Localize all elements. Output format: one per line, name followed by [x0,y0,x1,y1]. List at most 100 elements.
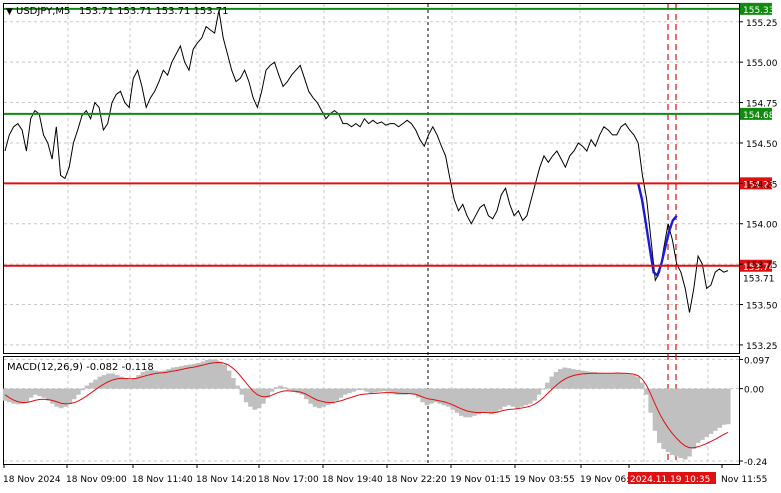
histogram-bar [562,367,568,389]
histogram-bar [32,388,38,395]
histogram-bar [489,388,494,415]
histogram-bar [605,373,611,389]
histogram-bar [136,375,141,389]
price-tick-label: 154.75 [746,100,778,110]
histogram-bar [540,388,546,390]
histogram-bar [601,372,606,389]
time-cursor-label: 2024.11.19 10:35 [630,475,710,485]
histogram-bar [243,388,249,403]
histogram-bar [183,365,189,389]
last-price-label: 153.71 [743,275,775,285]
price-tick-label: 153.25 [746,342,778,352]
histogram-bar [471,388,477,416]
histogram-bar [37,388,42,397]
time-tick-label: 18 Nov 2024 [3,475,61,485]
histogram-bar [347,388,352,394]
histogram-bar [80,388,86,391]
histogram-bar [700,388,705,440]
histogram-bar [50,388,55,404]
histogram-bar [321,388,327,407]
histogram-bar [450,388,456,410]
histogram-bar [127,379,133,389]
time-tick-label: 18 Nov 17:00 [258,475,319,485]
histogram-bar [325,388,331,406]
histogram-bar [407,388,413,395]
histogram-bar [527,388,533,404]
histogram-bar [712,388,718,431]
histogram-bar [394,388,400,395]
histogram-bar [639,382,645,389]
histogram-bar [618,372,623,389]
level-tag-label: 155.33 [743,6,775,16]
histogram-bar [11,388,17,404]
histogram-bar [140,372,146,389]
histogram-bar [656,388,662,443]
macd-axis: 0.097 0.00 -0.24 [739,356,770,468]
histogram-bar [372,388,378,393]
histogram-bar [519,388,524,407]
histogram-bar [97,376,103,389]
histogram-bar [454,388,460,413]
price-tick-label: 153.50 [746,302,778,312]
level-tag-bg [740,2,772,15]
histogram-bar [166,369,172,389]
histogram-bar [278,385,283,389]
histogram-bar [209,359,215,389]
histogram-bar [110,373,116,389]
macd-histogram [2,359,731,460]
histogram-bar [583,371,589,389]
histogram-bar [506,388,512,406]
histogram-bar [213,360,219,389]
macd-title: MACD(12,26,9) -0.082 -0.118 [7,362,154,373]
histogram-bar [377,388,382,392]
price-tick-label: 153.75 [746,261,778,271]
level-lines: 155.33 154.68 154.25 153.74 [4,2,775,273]
price-axis[interactable]: 153.25 153.50 153.75 154.00 154.25 154.50 154.… [739,19,778,352]
histogram-bar [497,388,503,410]
histogram-bar [351,388,357,392]
histogram-bar [200,361,206,389]
price-series [4,10,729,313]
level-tag-label: 154.25 [743,180,775,190]
histogram-bar [222,364,228,389]
histogram-bar [153,370,159,389]
histogram-bar [54,388,60,407]
histogram-bar [205,360,210,389]
histogram-bar [88,382,94,389]
histogram-bar [420,388,425,403]
histogram-bar [459,388,464,416]
histogram-bar [364,388,370,392]
time-axis[interactable]: 18 Nov 2024 18 Nov 09:00 18 Nov 11:40 18 No… [3,464,767,485]
level-tag-label: 153.74 [743,263,775,273]
histogram-bar [695,388,701,443]
histogram-bar [644,388,649,395]
histogram-bar [514,388,520,409]
histogram-bar [106,373,111,389]
histogram-bar [415,388,421,398]
histogram-bar [187,364,193,389]
histogram-bar [609,373,615,389]
histogram-bar [532,388,537,401]
level-tag-bg [740,177,772,190]
histogram-bar [398,388,404,395]
histogram-bar [248,388,253,407]
time-tick-label: 18 Nov 11:40 [132,475,193,485]
histogram-bar [463,388,469,418]
histogram-bar [114,375,120,389]
collapse-arrow-icon[interactable]: ▼ [6,7,13,17]
histogram-bar [252,388,258,410]
histogram-bar [123,378,129,389]
histogram-bar [334,388,339,401]
histogram-bar [411,388,417,395]
histogram-bar [682,388,688,460]
histogram-bar [725,388,731,425]
histogram-bar [67,388,73,404]
signal-line [4,361,729,449]
price-tick-label: 154.25 [746,180,778,190]
histogram-bar [299,388,305,395]
histogram-bar [101,375,107,389]
time-tick-label: 18 Nov 09:00 [66,475,127,485]
time-tick-label: 19 Nov 06: [580,475,629,485]
